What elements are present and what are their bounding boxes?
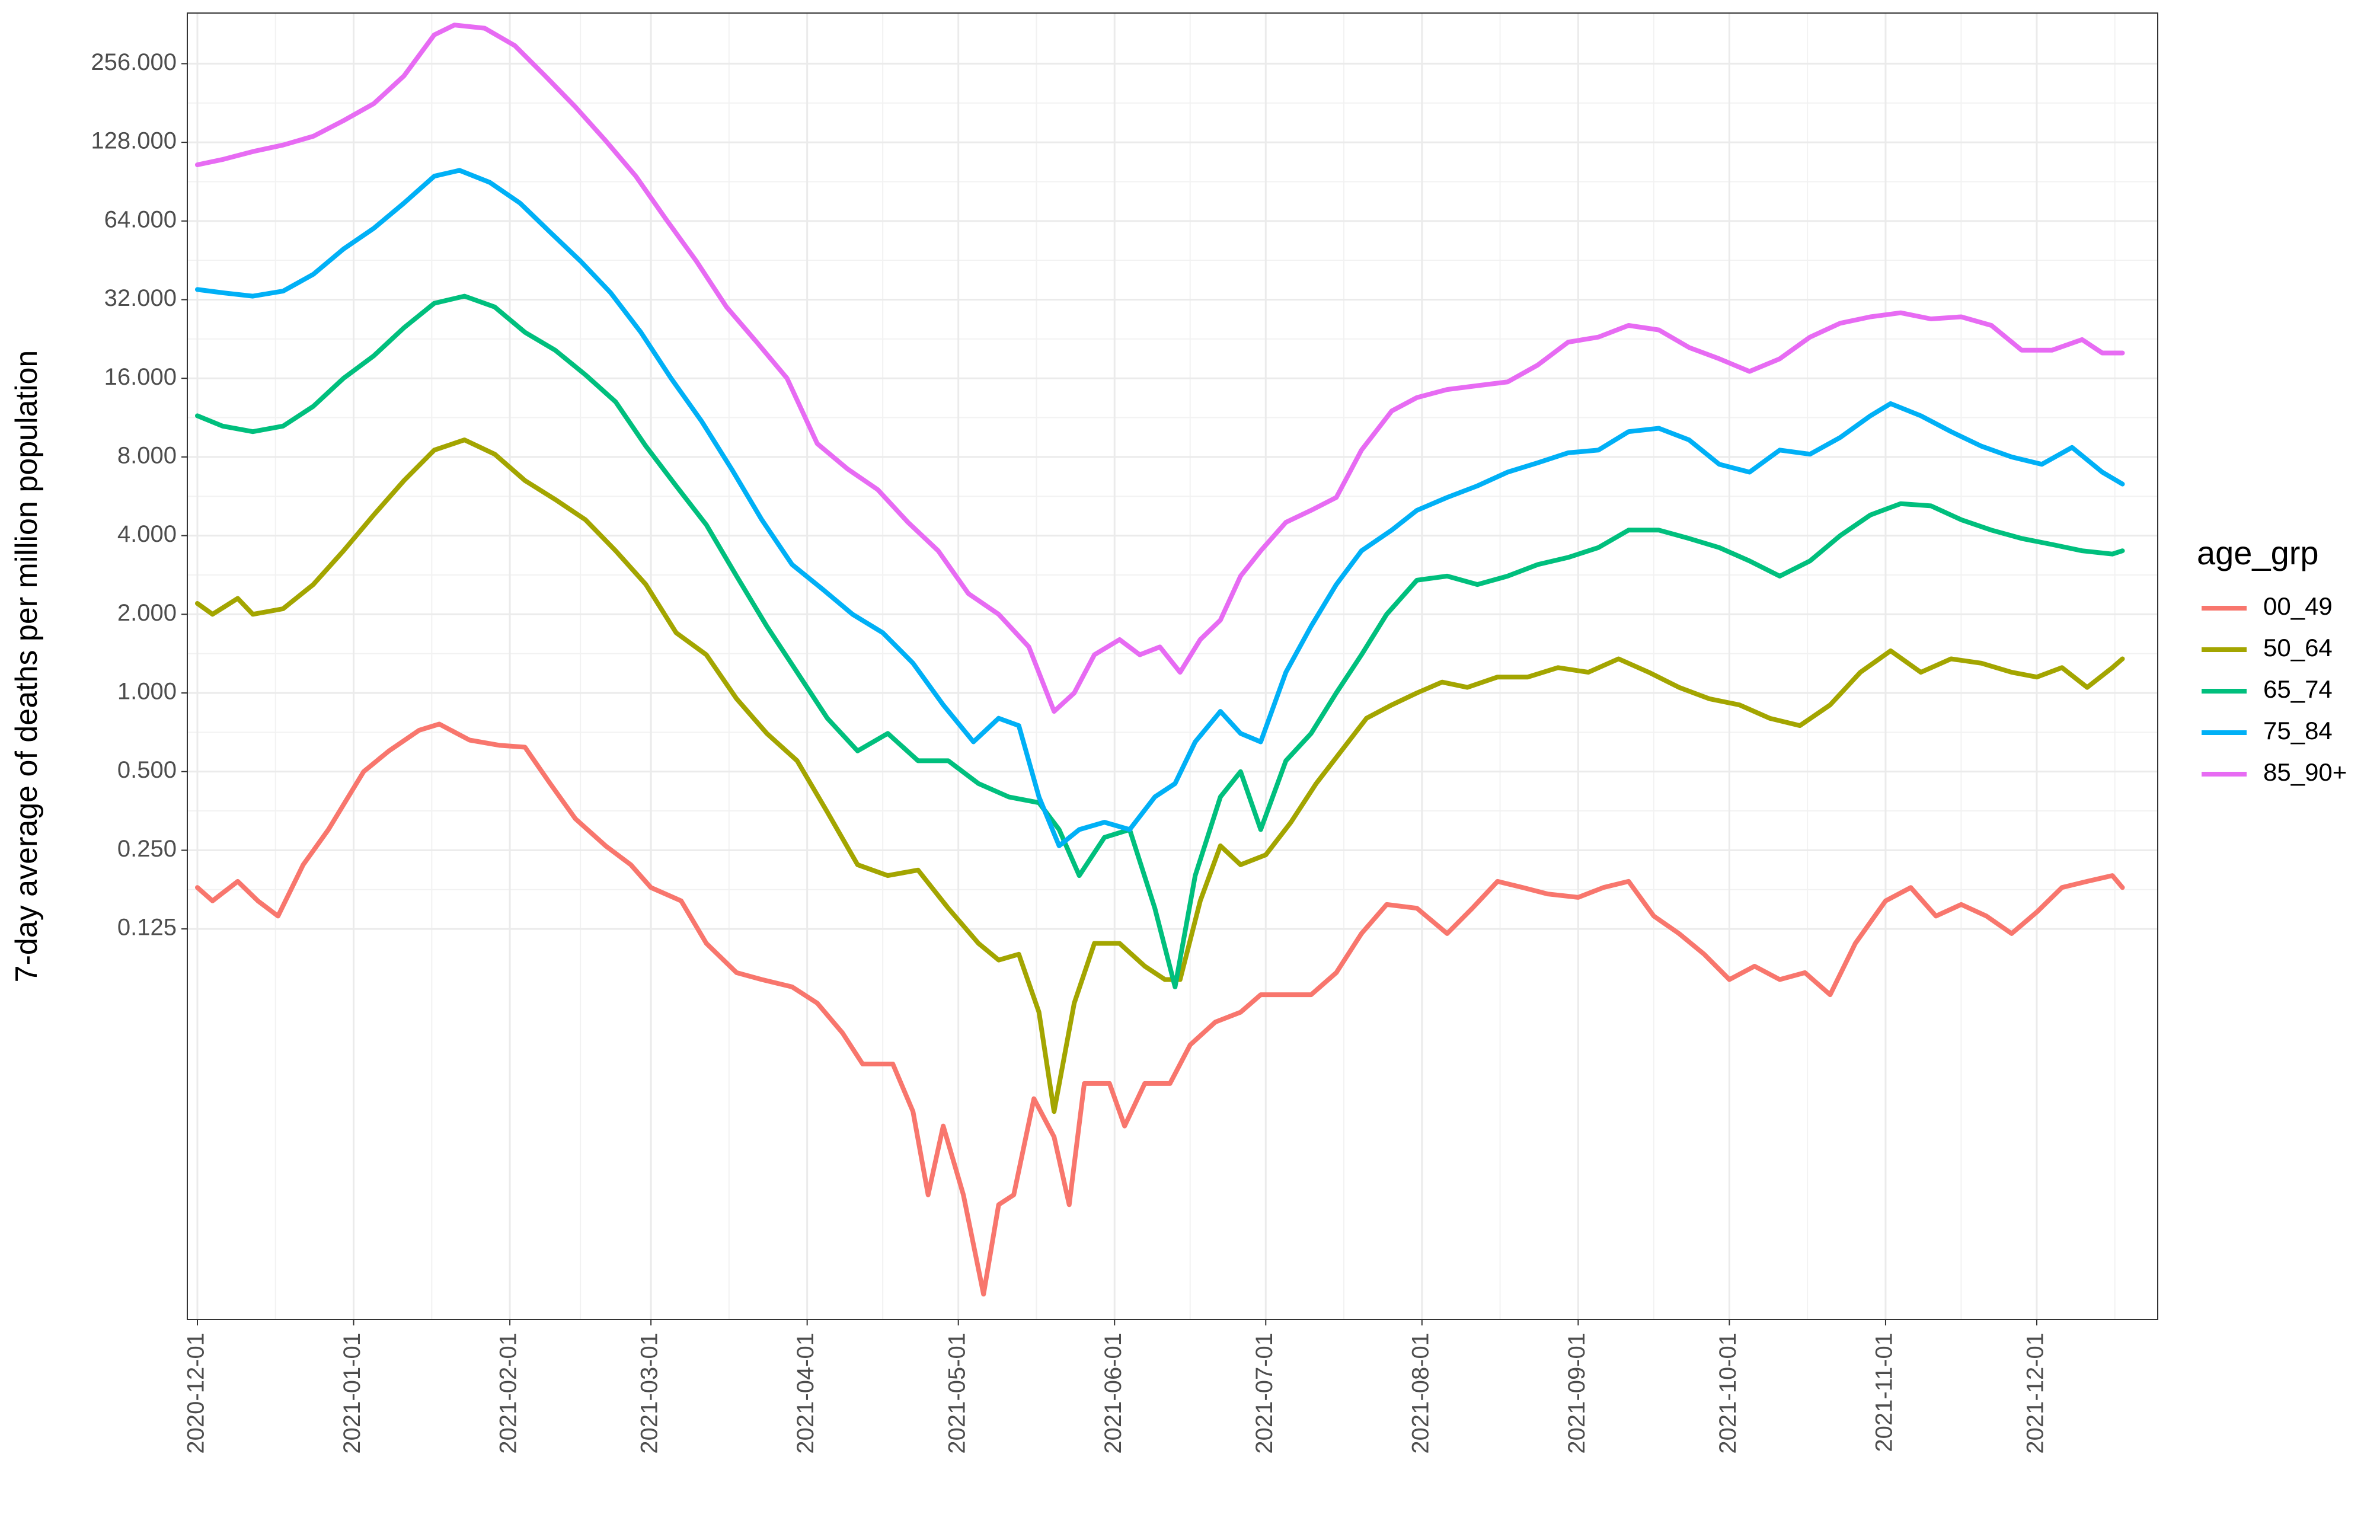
x-tick-label: 2020-12-01	[183, 1333, 209, 1454]
plot-frame	[187, 12, 2158, 1320]
y-tick-label: 1.000	[117, 679, 177, 705]
x-tick-label: 2021-03-01	[637, 1333, 663, 1454]
x-axis: 2020-12-01 2021-01-01 2021-02-01 2021-03-01…	[183, 1319, 2049, 1454]
x-tick-label: 2021-07-01	[1251, 1333, 1277, 1454]
legend-label-50_64: 50_64	[2263, 634, 2333, 662]
y-tick-label: 0.125	[117, 915, 177, 941]
x-tick-label: 2021-02-01	[496, 1333, 522, 1454]
y-axis-title: 7-day average of deaths per million popu…	[9, 350, 44, 983]
y-tick-label: 8.000	[117, 442, 177, 468]
series-layer	[195, 23, 2125, 1297]
grid-layer	[187, 13, 2158, 1319]
y-tick-label: 2.000	[117, 600, 177, 626]
x-tick-label: 2021-04-01	[793, 1333, 819, 1454]
legend-label-85_90+: 85_90+	[2263, 758, 2347, 786]
y-axis: 0.125 0.250 0.500 1.000 2.000 4.000 8.000 16.00…	[91, 49, 187, 941]
x-tick-label: 2021-12-01	[2023, 1333, 2049, 1454]
y-tick-label: 16.000	[104, 364, 177, 390]
x-tick-label: 2021-08-01	[1407, 1333, 1433, 1454]
y-tick-label: 128.000	[91, 128, 177, 154]
series-line-00_49	[195, 721, 2125, 1297]
x-tick-label: 2021-05-01	[944, 1333, 970, 1454]
y-tick-label: 0.250	[117, 836, 177, 862]
y-tick-label: 64.000	[104, 206, 177, 232]
y-tick-label: 4.000	[117, 521, 177, 547]
series-line-75_84	[195, 168, 2125, 848]
series-line-65_74	[195, 293, 2125, 989]
x-tick-label: 2021-09-01	[1564, 1333, 1590, 1454]
y-tick-label: 0.500	[117, 757, 177, 783]
x-tick-label: 2021-01-01	[339, 1333, 365, 1454]
y-tick-label: 32.000	[104, 285, 177, 311]
legend-label-65_74: 65_74	[2263, 675, 2333, 703]
series-line-85_90+	[195, 23, 2125, 714]
x-tick-label: 2021-11-01	[1871, 1333, 1897, 1452]
legend-items: 00_49 50_64 65_74 75_84 85_90+	[2202, 592, 2347, 786]
legend-title: age_grp	[2197, 534, 2319, 571]
legend: age_grp 00_49 50_64 65_74 75_84 85_90+	[2197, 534, 2347, 786]
x-tick-label: 2021-06-01	[1100, 1333, 1126, 1454]
legend-label-00_49: 00_49	[2263, 592, 2333, 620]
x-tick-label: 2021-10-01	[1715, 1333, 1741, 1454]
legend-label-75_84: 75_84	[2263, 717, 2333, 745]
y-tick-label: 256.000	[91, 49, 177, 75]
series-line-50_64	[195, 437, 2125, 1114]
